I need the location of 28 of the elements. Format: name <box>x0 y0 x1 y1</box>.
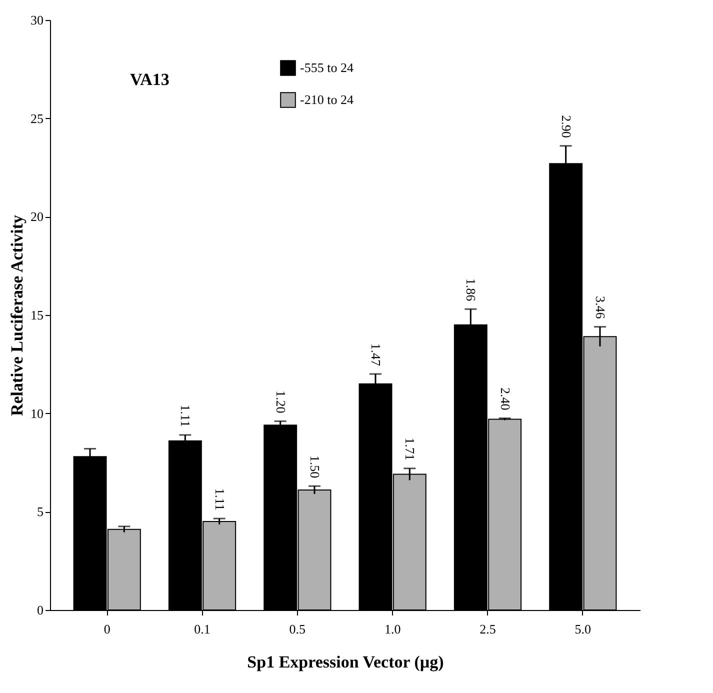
x-tick-label: 5.0 <box>574 622 592 636</box>
annotation: 2.40 <box>498 388 513 410</box>
y-tick-label: 20 <box>30 209 44 224</box>
annotation: 1.47 <box>368 343 384 366</box>
x-tick-label: 0 <box>104 622 110 636</box>
annotation: 3.46 <box>592 296 608 320</box>
annotation: 1.20 <box>273 390 288 414</box>
x-axis-title: Sp1 Expression Vector (µg) <box>247 652 444 672</box>
y-tick-label: 25 <box>30 110 44 126</box>
annotation: 1.50 <box>308 455 322 478</box>
x-tick-label: 2.5 <box>480 622 496 636</box>
y-tick-label: 15 <box>30 308 44 322</box>
x-tick-label: 1.0 <box>384 622 401 636</box>
annotation: 1.86 <box>464 278 479 302</box>
annotation: 2.90 <box>558 115 574 138</box>
legend-label: -210 to 24 <box>300 92 354 107</box>
legend-label: -555 to 24 <box>300 60 354 75</box>
y-tick-label: 10 <box>30 406 44 421</box>
annotation: VA13 <box>130 70 170 89</box>
y-tick-label: 0 <box>37 602 44 618</box>
annotation: 1.71 <box>402 438 418 460</box>
y-axis-title: Relative Luciferase Activity <box>8 214 26 416</box>
y-tick-label: 30 <box>30 12 44 28</box>
x-tick-label: 0.5 <box>289 622 306 636</box>
annotation: 1.11 <box>178 404 194 427</box>
y-tick-label: 5 <box>37 504 44 520</box>
annotation: 1.11 <box>212 488 228 511</box>
x-tick-label: 0.1 <box>194 622 210 636</box>
